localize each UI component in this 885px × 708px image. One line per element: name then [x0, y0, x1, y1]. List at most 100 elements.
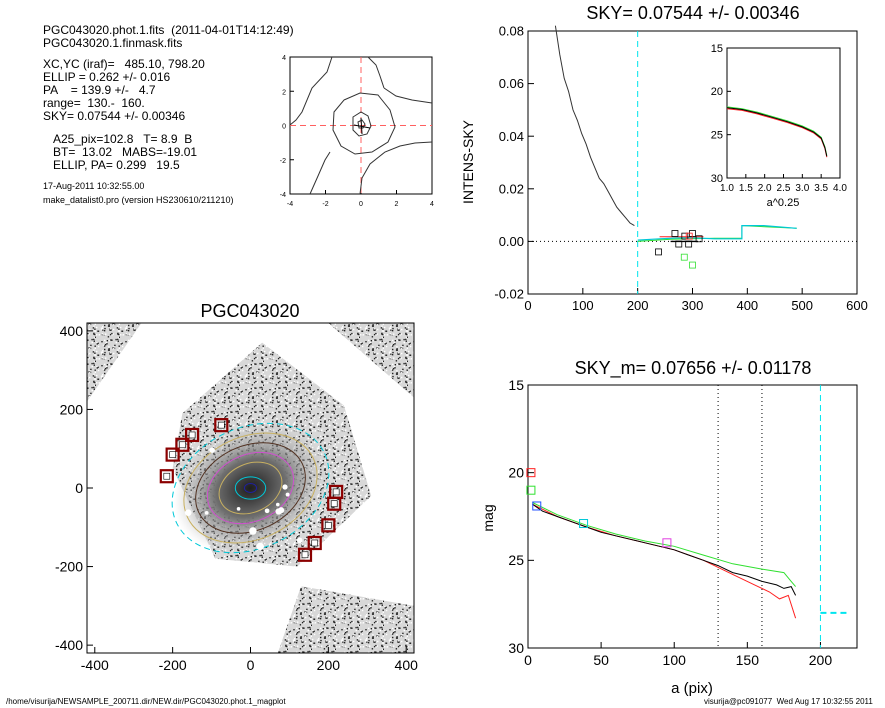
sky-square-marker — [685, 232, 693, 240]
center-contour-panel: -4 -2 0 2 4 -4 -2 0 2 4 — [280, 55, 434, 208]
result-line: BT= 13.02 MABS=-19.01 — [53, 145, 198, 159]
sky-square-marker — [685, 240, 693, 248]
file-line: PGC043020.phot.1.fits (2011-04-01T14:12:… — [43, 23, 294, 37]
mag-ylabel: mag — [480, 504, 496, 531]
sky-plot — [528, 25, 857, 294]
sky-y-label: 0.08 — [499, 24, 524, 39]
masked-star-box — [214, 418, 229, 433]
mag-y-label: 20 — [508, 465, 524, 481]
contour-line — [367, 56, 385, 89]
center-contour-ticks: -4 -2 0 2 4 -4 -2 0 2 4 — [280, 55, 434, 208]
image-y-label: 200 — [60, 401, 84, 417]
masked-point — [236, 507, 241, 511]
isophote-ellipse — [206, 451, 295, 525]
masked-star-box — [185, 427, 200, 443]
masked-point — [264, 508, 270, 514]
isophote-ellipse — [171, 422, 330, 554]
sky-inset: 1.0 1.5 2.0 2.5 3.0 3.5 4.0 15 20 25 30 a^0.25 — [711, 43, 848, 209]
sky-y-label: 0.04 — [499, 129, 524, 144]
inset-x-label: 3.0 — [795, 183, 809, 194]
image-panel-title: PGC043020 — [200, 301, 299, 321]
mag-plot — [526, 385, 847, 648]
param-line: SKY= 0.07544 +/- 0.00346 — [43, 109, 186, 123]
image-panel: PGC043020 -400 -200 0 200 400 -400 -200 0 200 400 — [55, 301, 418, 673]
galaxy-body — [173, 422, 328, 554]
sky-square-marker — [680, 253, 688, 261]
image-ticks: -400 -200 0 200 400 -400 -200 0 200 400 — [55, 323, 418, 673]
mag-profile-green — [532, 502, 796, 587]
mag-marker — [579, 519, 589, 529]
mag-y-label: 30 — [508, 640, 524, 656]
masked-point — [184, 509, 192, 517]
image-x-label: 200 — [317, 657, 341, 673]
isophote-ellipse — [195, 442, 306, 534]
sky-inset-xlabel: a^0.25 — [767, 197, 800, 209]
param-line: ELLIP = 0.262 +/- 0.016 — [43, 70, 171, 84]
image-y-label: -400 — [55, 637, 83, 653]
masked-star-box — [297, 547, 313, 562]
inset-y-label: 15 — [711, 43, 723, 55]
sky-x-label: 100 — [572, 298, 594, 313]
masked-star-box — [327, 496, 342, 511]
center-ytick-label: 2 — [282, 89, 286, 96]
sky-x-label: 400 — [736, 298, 758, 313]
sky-inset-frame — [726, 47, 841, 179]
sky-outer-cyan — [637, 225, 797, 241]
masked-star-box — [175, 437, 190, 452]
center-xtick-label: -2 — [322, 201, 328, 208]
sky-inset-ticks: 1.0 1.5 2.0 2.5 3.0 3.5 4.0 15 20 25 30 — [711, 43, 848, 194]
footer-user: visurija@pc091077 Wed Aug 17 10:32:55 20… — [704, 697, 873, 706]
sky-panel: SKY= 0.07544 +/- 0.00346 INTENS-SKY 0 100… — [460, 3, 868, 313]
masked-point — [249, 527, 257, 535]
inset-x-label: 2.5 — [777, 183, 791, 194]
mag-profile-black — [532, 503, 797, 596]
sky-profile-line — [554, 25, 635, 227]
sky-x-label: 200 — [627, 298, 649, 313]
mag-marker — [532, 501, 542, 511]
isophote-ellipse — [218, 461, 283, 515]
mag-x-label: 200 — [809, 652, 833, 668]
masked-point — [278, 507, 285, 514]
param-line: PA = 139.9 +/- 4.7 — [43, 83, 156, 97]
sky-square-marker — [671, 230, 679, 237]
sky-x-label: 500 — [791, 298, 813, 313]
galaxy-image — [87, 323, 414, 653]
contour-line — [352, 111, 372, 137]
mag-x-label: 150 — [736, 652, 760, 668]
result-line: A25_pix=102.8 T= 8.9 B — [53, 132, 193, 146]
image-y-label: 0 — [75, 480, 83, 496]
mag-ticks: 0 50 100 150 200 15 20 25 30 — [508, 377, 832, 668]
center-ytick-label: -4 — [280, 192, 286, 199]
masked-star-box — [159, 469, 174, 484]
sky-x-label: 600 — [846, 298, 868, 313]
center-xtick-label: 4 — [430, 201, 434, 208]
masked-star-core — [311, 539, 319, 547]
masked-star-core — [332, 488, 340, 496]
masked-point — [275, 502, 280, 507]
masked-point — [285, 492, 290, 497]
mag-marker — [526, 485, 536, 495]
inset-black-curve — [726, 107, 828, 157]
sky-square-marker — [655, 248, 662, 256]
sky-x-label: 300 — [682, 298, 704, 313]
image-x-label: 400 — [395, 657, 419, 673]
masked-star-box — [165, 447, 180, 462]
inset-x-label: 2.0 — [758, 183, 772, 194]
masked-point — [282, 484, 288, 490]
mag-y-label: 15 — [508, 377, 524, 393]
core-ellipse — [243, 483, 258, 493]
inset-x-label: 3.5 — [814, 183, 828, 194]
masked-point — [204, 510, 209, 515]
footer-path: /home/visurija/NEWSAMPLE_200711.dir/NEW.… — [6, 697, 286, 706]
masked-star-box — [307, 535, 322, 551]
contour-line — [309, 151, 331, 195]
image-x-label: -400 — [81, 657, 109, 673]
inset-x-label: 1.0 — [720, 183, 734, 194]
masked-star-core — [218, 421, 225, 429]
param-line: XC,YC (iraf)= 485.10, 798.20 — [43, 57, 205, 71]
date-line: 17-Aug-2011 10:32:55.00 — [43, 181, 145, 191]
inset-y-label: 20 — [711, 86, 723, 98]
mag-marker — [526, 468, 536, 478]
result-line: ELLIP, PA= 0.299 19.5 — [53, 158, 180, 172]
